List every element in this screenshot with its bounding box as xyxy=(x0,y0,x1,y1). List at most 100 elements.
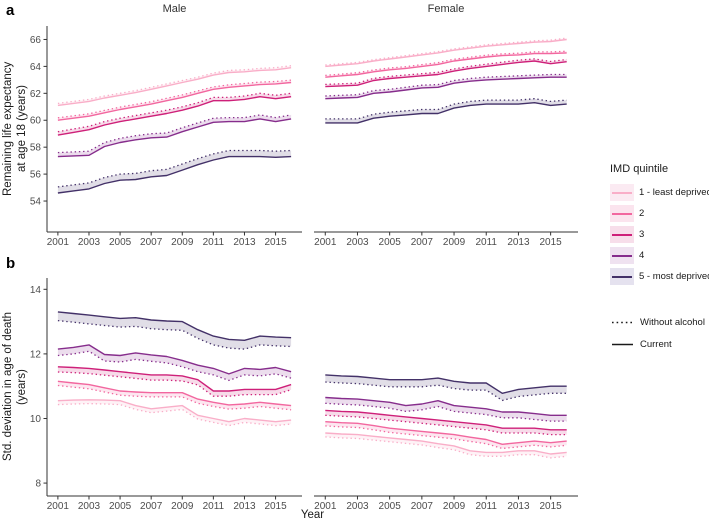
ribbon-a-male-q4 xyxy=(57,114,292,157)
line-current-b-female-q1 xyxy=(325,432,567,455)
ribbon-a-male-q5 xyxy=(57,150,292,193)
line-without-alcohol-a-female-q3 xyxy=(325,58,567,86)
x-tick-label-b-female: 2003 xyxy=(346,501,369,512)
solid-line-key-icon xyxy=(612,343,633,345)
dotted-line-key-icon xyxy=(612,321,633,323)
ribbon-b-male-q1 xyxy=(57,399,292,426)
line-current-b-female-q5 xyxy=(325,374,567,394)
x-tick-label-a-male: 2011 xyxy=(203,237,225,248)
line-current-a-female-q1 xyxy=(325,38,567,68)
legend-key-line-icon xyxy=(612,212,632,215)
y-axis-label-b: Std. deviation in age of death (years) xyxy=(2,278,30,496)
line-current-a-male-q5 xyxy=(57,155,292,194)
y-tick-label-a: 64 xyxy=(30,62,42,73)
line-without-alcohol-a-female-q2 xyxy=(325,50,567,77)
legend-key-swatch xyxy=(610,226,634,243)
line-without-alcohol-b-male-q1 xyxy=(57,402,292,427)
y-axis-label-a-line2: at age 18 (years) xyxy=(15,85,28,173)
line-without-alcohol-a-female-q4 xyxy=(325,73,567,97)
x-axis-label: Year xyxy=(300,509,325,521)
line-current-b-female-q2 xyxy=(325,421,567,445)
legend-title: IMD quintile xyxy=(610,163,669,175)
facet-title-female: Female xyxy=(427,3,465,15)
legend-key-swatch xyxy=(610,268,634,285)
line-without-alcohol-b-male-q5 xyxy=(57,319,292,350)
y-axis-label-b-line2: (years) xyxy=(15,369,28,405)
linetype-label-without-alcohol: Without alcohol xyxy=(640,316,705,328)
x-tick-label-b-male: 2001 xyxy=(47,501,70,512)
legend-key-line-icon xyxy=(612,275,632,278)
panel-a-label: a xyxy=(6,2,15,19)
legend-item-label: 2 xyxy=(639,208,645,219)
line-current-b-male-q3 xyxy=(57,366,292,392)
y-tick-label-a: 56 xyxy=(30,170,42,181)
ribbon-b-female-q2 xyxy=(325,421,567,449)
legend-item-quintile-2: 2 xyxy=(610,203,709,224)
ribbon-b-male-q4 xyxy=(57,344,292,381)
line-current-a-male-q4 xyxy=(57,118,292,158)
line-current-a-female-q2 xyxy=(325,52,567,78)
x-tick-label-a-male: 2009 xyxy=(171,237,194,248)
facet-title-male: Male xyxy=(162,3,187,15)
x-tick-label-a-male: 2005 xyxy=(109,237,132,248)
legend-key-line-icon xyxy=(612,191,632,194)
x-tick-label-b-female: 2001 xyxy=(314,501,337,512)
x-tick-label-a-male: 2015 xyxy=(264,237,287,248)
x-tick-label-b-male: 2005 xyxy=(109,501,132,512)
ribbon-b-male-q2 xyxy=(57,381,292,410)
line-current-b-male-q2 xyxy=(57,380,292,407)
line-current-b-female-q4 xyxy=(325,396,567,416)
legend-key-swatch xyxy=(610,247,634,264)
linetype-item-current: Current xyxy=(610,333,709,355)
ribbon-a-female-q5 xyxy=(325,98,567,123)
ribbon-b-female-q4 xyxy=(325,397,567,422)
linetype-item-without-alcohol: Without alcohol xyxy=(610,311,709,333)
x-tick-label-b-male: 2011 xyxy=(203,501,225,512)
legend-key-swatch xyxy=(610,205,634,222)
y-tick-label-a: 58 xyxy=(30,143,42,154)
line-without-alcohol-a-male-q1 xyxy=(57,65,292,105)
x-tick-label-a-female: 2015 xyxy=(540,237,563,248)
line-current-b-male-q1 xyxy=(57,399,292,423)
line-current-a-male-q2 xyxy=(57,81,292,121)
line-current-a-female-q3 xyxy=(325,60,567,88)
line-without-alcohol-b-female-q4 xyxy=(325,402,567,422)
x-tick-label-a-male: 2007 xyxy=(140,237,163,248)
y-tick-label-a: 60 xyxy=(30,116,42,127)
x-tick-label-b-male: 2007 xyxy=(140,501,163,512)
line-without-alcohol-a-female-q1 xyxy=(325,37,567,66)
legend-item-label: 4 xyxy=(639,250,645,261)
x-tick-label-b-male: 2009 xyxy=(171,501,194,512)
legend-item-label: 5 - most deprived xyxy=(639,271,709,282)
y-tick-label-b: 14 xyxy=(30,285,42,296)
legend-item-quintile-5: 5 - most deprived xyxy=(610,266,709,287)
y-tick-label-a: 66 xyxy=(30,35,42,46)
x-tick-label-b-male: 2013 xyxy=(233,501,256,512)
linetype-legend: Without alcohol Current xyxy=(610,311,709,355)
x-tick-label-a-male: 2003 xyxy=(78,237,101,248)
y-tick-label-a: 62 xyxy=(30,89,42,100)
x-tick-label-b-female: 2009 xyxy=(443,501,466,512)
x-tick-label-b-female: 2005 xyxy=(379,501,402,512)
line-without-alcohol-b-female-q3 xyxy=(325,414,567,436)
y-axis-label-b-line1: Std. deviation in age of death xyxy=(2,312,14,462)
line-current-b-female-q3 xyxy=(325,409,567,431)
legend-item-label: 1 - least deprived xyxy=(639,187,709,198)
legend-item-label: 3 xyxy=(639,229,645,240)
legend-key-line-icon xyxy=(612,233,632,236)
linetype-label-current: Current xyxy=(640,338,672,350)
x-tick-label-a-male: 2001 xyxy=(47,237,70,248)
ribbon-b-male-q3 xyxy=(57,366,292,397)
legend-item-quintile-4: 4 xyxy=(610,245,709,266)
line-without-alcohol-b-female-q1 xyxy=(325,436,567,459)
line-without-alcohol-a-female-q5 xyxy=(325,98,567,120)
legend-key-line-icon xyxy=(612,254,632,257)
line-without-alcohol-a-male-q3 xyxy=(57,92,292,133)
y-tick-label-b: 12 xyxy=(30,349,42,360)
y-axis-label-a: Remaining life expectancy at age 18 (yea… xyxy=(2,26,30,232)
line-current-a-female-q4 xyxy=(325,76,567,100)
ribbon-b-female-q5 xyxy=(325,374,567,401)
x-tick-label-a-female: 2001 xyxy=(314,237,337,248)
